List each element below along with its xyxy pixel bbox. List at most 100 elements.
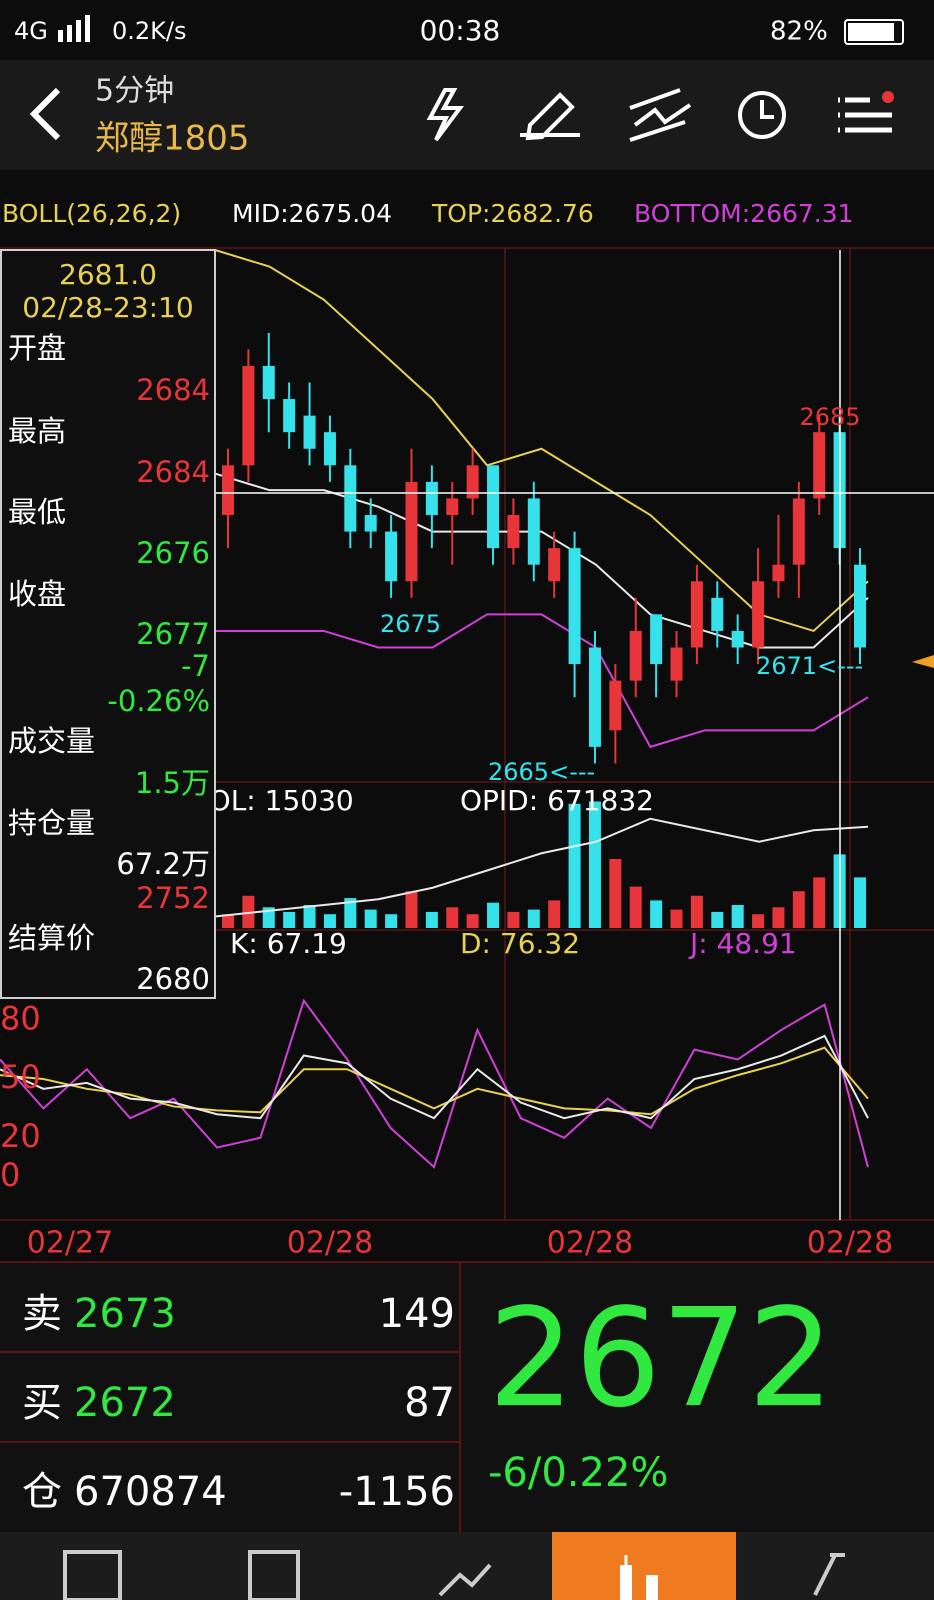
period: 5分钟 <box>95 74 174 109</box>
tab-icon[interactable] <box>248 1550 300 1600</box>
candle-body <box>222 465 234 515</box>
candle-body <box>813 432 826 499</box>
last-change: -6/0.22% <box>488 1450 668 1496</box>
candle-body <box>262 365 275 400</box>
tab-bar <box>0 1532 934 1600</box>
popup-label: 持仓量 <box>8 806 95 840</box>
tab-icon[interactable] <box>438 1563 492 1597</box>
candle-body <box>487 465 500 549</box>
boll-bottom: BOTTOM:2667.31 <box>634 199 854 228</box>
candle-body <box>323 432 336 466</box>
volume-bar <box>588 801 601 928</box>
popup-label: 开盘 <box>8 331 66 365</box>
quote-panel <box>0 1262 934 1532</box>
popup-label: 最高 <box>8 414 66 448</box>
battery-icon <box>844 19 904 45</box>
tab-icon[interactable] <box>63 1550 122 1600</box>
volume-bar <box>650 900 663 928</box>
candle-body <box>711 597 724 631</box>
oi-total: 670874 <box>74 1469 227 1515</box>
symbol: 郑醇1805 <box>95 119 250 159</box>
popup-value: 2680 <box>136 962 210 996</box>
panel-grid <box>0 247 934 1221</box>
volume-bar <box>813 877 826 928</box>
annotation: 2671<--- <box>756 652 863 680</box>
volume-bar <box>344 898 357 928</box>
volume-bar <box>385 914 398 928</box>
popup-label: 收盘 <box>8 577 66 611</box>
candle-body <box>731 630 744 648</box>
k-legend: K: 67.19 <box>230 927 347 960</box>
menu-badge <box>882 91 894 103</box>
candle-body <box>303 415 316 449</box>
k-line <box>0 1034 869 1120</box>
candle-body <box>609 680 622 731</box>
popup-value: 67.2万 <box>116 847 210 881</box>
oi-change: -1156 <box>339 1469 455 1515</box>
menu-icon[interactable] <box>838 97 892 133</box>
volume-bar <box>690 895 703 928</box>
candle-body <box>527 498 540 565</box>
volume-bar <box>568 803 581 928</box>
last-price: 2672 <box>488 1280 834 1438</box>
volume-bar <box>854 877 866 928</box>
buy-qty: 87 <box>404 1380 455 1426</box>
candle-body <box>772 564 785 582</box>
boll-label: BOLL(26,26,2) <box>2 199 181 228</box>
candle-body <box>670 647 683 681</box>
clock: 00:38 <box>420 14 501 47</box>
battery-level: 82% <box>770 17 828 47</box>
popup-value: 2684 <box>136 373 210 407</box>
popup-value: 2684 <box>136 455 210 489</box>
volume-bar <box>364 909 377 928</box>
boll-bottom <box>215 613 869 749</box>
popup-value: -0.26% <box>107 684 210 718</box>
tab-active[interactable] <box>552 1532 736 1600</box>
sell-qty: 149 <box>379 1291 455 1337</box>
volume-bar <box>711 911 724 928</box>
sell-label: 卖 <box>22 1291 62 1337</box>
d-line <box>0 1046 869 1116</box>
header-bar <box>0 60 934 170</box>
volume-tick: 2752 <box>136 881 210 915</box>
volume-bar <box>527 909 540 928</box>
candle-body <box>364 515 377 532</box>
flash-icon[interactable] <box>426 88 464 142</box>
oi-label: 仓 <box>22 1469 62 1515</box>
volume-bar <box>731 905 744 928</box>
d-legend: D: 76.32 <box>460 927 580 960</box>
candle-body <box>588 647 601 747</box>
date-label: 02/28 <box>287 1226 373 1261</box>
candle-body <box>792 498 805 565</box>
signal-icon <box>58 15 90 42</box>
volume-bar <box>446 907 459 928</box>
candle-body <box>405 481 418 582</box>
volume-bar <box>772 907 785 928</box>
candle-body <box>466 465 479 499</box>
boll-top: TOP:2682.76 <box>431 199 594 228</box>
buy-price: 2672 <box>74 1380 176 1426</box>
volume-bar <box>629 886 642 928</box>
tab-icon[interactable] <box>813 1553 845 1596</box>
quote-grid <box>0 1261 934 1532</box>
date-label: 02/27 <box>27 1226 113 1261</box>
volume-bar <box>262 907 275 928</box>
volume-bar <box>303 905 316 928</box>
back-button[interactable] <box>29 87 61 141</box>
buy-label: 买 <box>22 1380 62 1426</box>
indicator-icon[interactable] <box>629 88 692 142</box>
candle-body <box>548 548 561 582</box>
popup-value: 1.5万 <box>135 766 210 800</box>
oi-legend: OPID: 671832 <box>460 784 654 817</box>
time-icon-hand <box>760 100 774 119</box>
j-line <box>0 998 869 1169</box>
draw-icon[interactable] <box>520 92 580 141</box>
popup-label: 最低 <box>8 495 66 529</box>
annotation: 2685 <box>799 403 860 431</box>
volume-bar <box>548 900 561 928</box>
time-icon[interactable] <box>738 91 786 139</box>
popup-value: 2676 <box>136 536 210 570</box>
candle-body <box>854 564 866 648</box>
